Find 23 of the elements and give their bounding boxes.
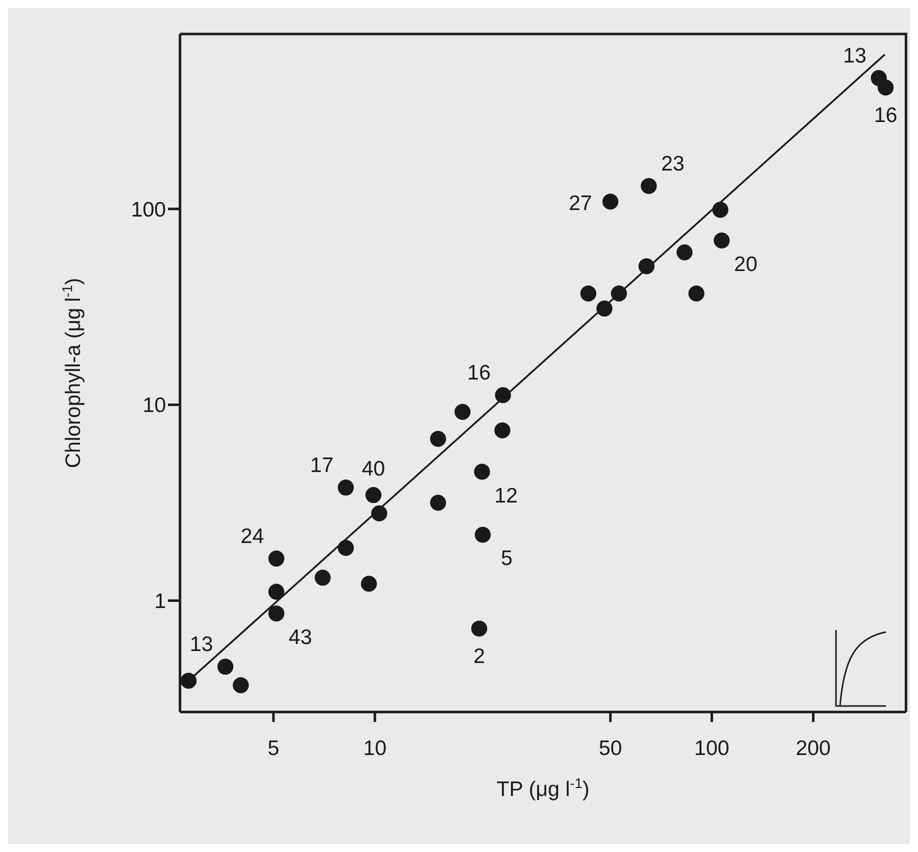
x-tick-label: 100 (694, 736, 730, 760)
annotation: 16 (467, 362, 491, 385)
annotation: 24 (240, 525, 264, 548)
annotation: 20 (734, 252, 758, 276)
y-tick-label: 1 (154, 590, 166, 614)
annotation: 40 (362, 458, 386, 481)
annotation: 23 (661, 152, 684, 176)
annotation: 13 (190, 633, 214, 656)
y-tick-label: 100 (130, 198, 166, 222)
annotation: 43 (288, 626, 312, 649)
y-tick-label: 10 (142, 394, 166, 418)
annotation: 17 (310, 454, 334, 478)
x-tick-label: 10 (363, 736, 387, 760)
annotation: 16 (874, 104, 898, 127)
annotation: 5 (500, 547, 513, 570)
x-tick-label: 50 (598, 736, 622, 760)
annotation: 13 (843, 44, 866, 68)
annotation: 2 (473, 645, 486, 668)
x-tick-label: 5 (268, 736, 280, 760)
x-axis-title: TP (μg l$^{-1}$) (496, 775, 590, 801)
annotation: 27 (568, 192, 592, 216)
x-tick-label: 200 (796, 736, 831, 760)
annotation: 12 (494, 484, 518, 508)
